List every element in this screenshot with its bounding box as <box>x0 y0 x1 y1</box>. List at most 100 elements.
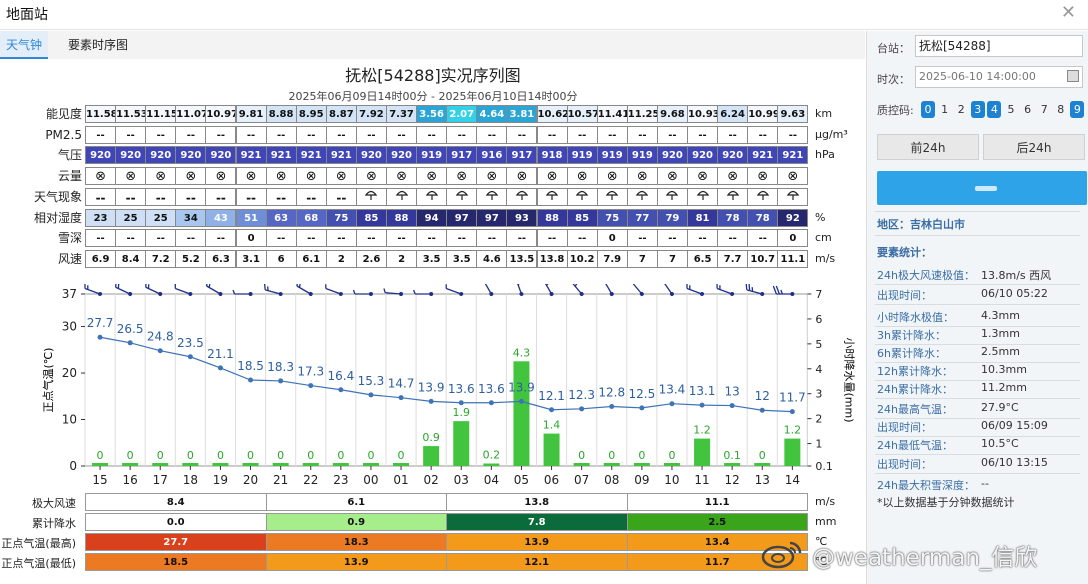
precip-bar <box>242 463 259 466</box>
table-cell: -- <box>265 125 297 144</box>
y-left-tick-label: 30 <box>62 320 77 334</box>
summary-unit: m/s <box>815 495 836 508</box>
table-cell: 2.07 <box>446 105 478 123</box>
table-cell: 3.1 <box>235 249 267 268</box>
table-cell: 11.07 <box>175 105 207 123</box>
table-cell: -- <box>446 125 478 144</box>
qc-code-7[interactable]: 7 <box>1040 103 1048 116</box>
qc-code-0[interactable]: 0 <box>921 101 935 118</box>
table-cell: -- <box>145 125 177 144</box>
precip-bar <box>152 463 169 466</box>
stats-title: 要素统计： <box>877 246 932 259</box>
precip-label: 0 <box>97 449 104 462</box>
table-cell: 921 <box>777 146 809 165</box>
rain-icon <box>656 187 688 206</box>
precip-bar <box>754 463 771 466</box>
table-cell: -- <box>205 229 237 248</box>
table-cell: -- <box>536 229 568 248</box>
row-label: 能见度 <box>45 107 82 121</box>
table-cell: -- <box>85 187 117 206</box>
precip-bar <box>784 438 801 466</box>
table-cell: 11.41 <box>596 105 628 123</box>
qc-code-8[interactable]: 8 <box>1057 103 1065 116</box>
temp-label: 12 <box>755 389 770 403</box>
table-cell: -- <box>295 187 327 206</box>
tab-element-timeseries[interactable]: 要素时序图 <box>68 38 129 52</box>
prev-24h-button[interactable]: 前24h <box>877 134 979 160</box>
table-cell: -- <box>85 229 117 248</box>
temp-label: 13.9 <box>508 380 535 394</box>
query-button[interactable] <box>877 171 1087 205</box>
summary-cell: 2.5 <box>626 513 808 531</box>
table-cell: 921 <box>295 146 327 165</box>
table-cell: 2 <box>325 249 357 268</box>
table-cell: 88 <box>536 208 568 227</box>
table-cell: 919 <box>626 146 658 165</box>
temp-point <box>338 387 344 393</box>
y-right-tick-label: 0.1 <box>815 460 833 473</box>
table-cell: 77 <box>626 208 658 227</box>
precip-label: 1.2 <box>693 424 711 437</box>
qc-code-1[interactable]: 1 <box>941 103 949 116</box>
stat-value: 1.3mm <box>981 327 1020 340</box>
cloud-missing-icon: ⊗ <box>355 167 387 186</box>
table-cell: 7 <box>626 249 658 268</box>
stat-key: 小时降水极值： <box>877 311 954 324</box>
divider <box>875 344 1080 345</box>
rain-icon <box>446 187 478 206</box>
next-24h-button[interactable]: 后24h <box>983 134 1085 160</box>
station-input[interactable]: 抚松[54288] <box>915 35 1083 57</box>
stat-key: 24h最低气温： <box>877 439 953 452</box>
stat-value: 2.5mm <box>981 345 1020 358</box>
y-left-tick-label: 0 <box>69 459 77 473</box>
stat-row: 12h累计降水： 10.3mm <box>877 363 1077 379</box>
stat-row: 24h最低气温： 10.5°C <box>877 437 1077 453</box>
tab-weather-clock[interactable]: 天气钟 <box>0 31 49 59</box>
wind-barb <box>445 284 464 296</box>
temp-point <box>759 407 765 413</box>
calendar-icon[interactable] <box>1067 70 1079 82</box>
temp-label: 23.5 <box>177 336 204 350</box>
table-cell: 94 <box>416 208 448 227</box>
row-unit: m/s <box>815 251 836 265</box>
stat-key: 3h累计降水： <box>877 329 946 342</box>
table-cell: -- <box>355 125 387 144</box>
table-cell: -- <box>626 125 658 144</box>
qc-code-3[interactable]: 3 <box>970 101 985 118</box>
qc-label: 质控码: <box>877 104 914 117</box>
table-cell: 6 <box>265 249 297 268</box>
summary-cell: 18.3 <box>265 533 447 551</box>
qc-code-4[interactable]: 4 <box>987 101 1002 118</box>
stat-key: 6h累计降水： <box>877 347 946 360</box>
table-cell: 97 <box>476 208 508 227</box>
time-input[interactable]: 2025-06-10 14:00:00 <box>915 66 1083 88</box>
rain-icon <box>747 187 779 206</box>
stat-key: 24h最大积雪深度： <box>877 479 975 492</box>
qc-code-9[interactable]: 9 <box>1070 101 1085 118</box>
stat-value: 06/09 15:09 <box>981 419 1048 432</box>
qc-code-5[interactable]: 5 <box>1007 103 1015 116</box>
y-right-tick-label: 6 <box>815 313 822 326</box>
table-cell: 6.3 <box>205 249 237 268</box>
table-cell: 43 <box>205 208 237 227</box>
divider <box>875 235 1080 236</box>
table-cell: 5.2 <box>175 249 207 268</box>
precip-label: 0 <box>367 449 374 462</box>
wind-barb <box>383 288 404 296</box>
stat-row: 24h极大风速极值： 13.8m/s 西风 <box>877 267 1077 283</box>
precip-label: 1.2 <box>784 424 802 437</box>
close-icon[interactable]: ✕ <box>1060 2 1076 23</box>
stat-row: 24h最大积雪深度： -- <box>877 477 1077 493</box>
summary-cell: 0.9 <box>265 513 447 531</box>
table-cell: -- <box>446 229 478 248</box>
stat-key: 24h最高气温： <box>877 403 953 416</box>
table-cell: 92 <box>777 208 809 227</box>
qc-code-2[interactable]: 2 <box>957 103 965 116</box>
table-cell: 921 <box>235 146 267 165</box>
qc-code-6[interactable]: 6 <box>1024 103 1032 116</box>
y-left-tick-label: 37 <box>62 287 77 301</box>
precip-bar <box>393 463 410 466</box>
table-cell: 920 <box>175 146 207 165</box>
x-tick-label: 10 <box>664 473 679 487</box>
precip-label: 0 <box>127 449 134 462</box>
